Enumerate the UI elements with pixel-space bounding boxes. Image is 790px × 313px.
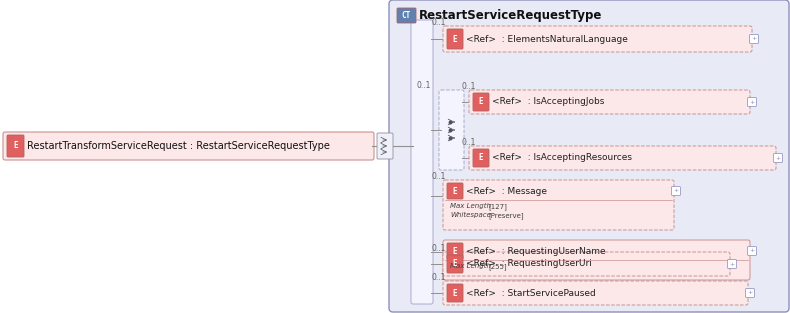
Text: [127]: [127]: [488, 203, 507, 210]
FancyBboxPatch shape: [473, 149, 489, 167]
Text: [255]: [255]: [488, 263, 506, 270]
Text: CT: CT: [402, 11, 411, 20]
Text: <Ref>  : RequestingUserName: <Ref> : RequestingUserName: [466, 247, 606, 255]
FancyBboxPatch shape: [747, 98, 757, 106]
FancyBboxPatch shape: [447, 183, 463, 199]
Text: +: +: [747, 290, 753, 295]
FancyBboxPatch shape: [377, 133, 393, 159]
Text: <Ref>  : IsAcceptingResources: <Ref> : IsAcceptingResources: [492, 153, 632, 162]
Text: +: +: [751, 37, 757, 42]
Text: RestartTransformServiceRequest : RestartServiceRequestType: RestartTransformServiceRequest : Restart…: [27, 141, 330, 151]
Text: E: E: [453, 247, 457, 255]
FancyBboxPatch shape: [443, 240, 750, 280]
Text: Whitespace: Whitespace: [450, 212, 491, 218]
FancyBboxPatch shape: [747, 247, 757, 255]
FancyBboxPatch shape: [3, 132, 374, 160]
Text: +: +: [750, 100, 754, 105]
FancyBboxPatch shape: [443, 281, 748, 305]
FancyBboxPatch shape: [469, 90, 750, 114]
FancyBboxPatch shape: [439, 90, 464, 170]
Text: E: E: [453, 187, 457, 196]
Text: 0..1: 0..1: [432, 18, 446, 27]
Text: RestartServiceRequestType: RestartServiceRequestType: [419, 9, 603, 23]
Text: 0..1: 0..1: [462, 82, 476, 91]
FancyBboxPatch shape: [443, 252, 730, 276]
FancyBboxPatch shape: [447, 243, 463, 259]
FancyBboxPatch shape: [773, 153, 783, 162]
Text: <Ref>  : Message: <Ref> : Message: [466, 187, 547, 196]
Text: <Ref>  : RequestingUserUri: <Ref> : RequestingUserUri: [466, 259, 592, 269]
FancyBboxPatch shape: [443, 26, 752, 52]
Text: 0..1: 0..1: [416, 81, 431, 90]
FancyBboxPatch shape: [672, 187, 680, 196]
FancyBboxPatch shape: [443, 180, 674, 230]
Text: <Ref>  : IsAcceptingJobs: <Ref> : IsAcceptingJobs: [492, 98, 604, 106]
FancyBboxPatch shape: [411, 20, 433, 304]
Text: 0..1: 0..1: [432, 273, 446, 282]
Text: +: +: [729, 261, 735, 266]
Text: +: +: [775, 156, 781, 161]
Text: 0..1: 0..1: [432, 172, 446, 181]
FancyBboxPatch shape: [473, 93, 489, 111]
Text: Max Length: Max Length: [450, 203, 491, 209]
FancyBboxPatch shape: [750, 34, 758, 44]
Text: +: +: [750, 249, 754, 254]
Text: E: E: [13, 141, 18, 151]
FancyBboxPatch shape: [447, 29, 463, 49]
FancyBboxPatch shape: [746, 289, 754, 297]
Text: <Ref>  : StartServicePaused: <Ref> : StartServicePaused: [466, 289, 596, 297]
Text: E: E: [453, 34, 457, 44]
Text: 0..1: 0..1: [432, 244, 446, 253]
FancyBboxPatch shape: [397, 8, 416, 23]
Text: Max Length: Max Length: [450, 263, 491, 269]
FancyBboxPatch shape: [728, 259, 736, 269]
FancyBboxPatch shape: [469, 146, 776, 170]
Text: 0..1: 0..1: [462, 138, 476, 147]
Text: +: +: [673, 188, 679, 193]
Text: [Preserve]: [Preserve]: [488, 212, 524, 219]
FancyBboxPatch shape: [7, 135, 24, 157]
Text: E: E: [479, 153, 483, 162]
Text: <Ref>  : ElementsNaturalLanguage: <Ref> : ElementsNaturalLanguage: [466, 34, 628, 44]
Text: E: E: [479, 98, 483, 106]
FancyBboxPatch shape: [447, 284, 463, 302]
FancyBboxPatch shape: [389, 0, 789, 312]
FancyBboxPatch shape: [447, 255, 463, 273]
Text: E: E: [453, 259, 457, 269]
Text: E: E: [453, 289, 457, 297]
